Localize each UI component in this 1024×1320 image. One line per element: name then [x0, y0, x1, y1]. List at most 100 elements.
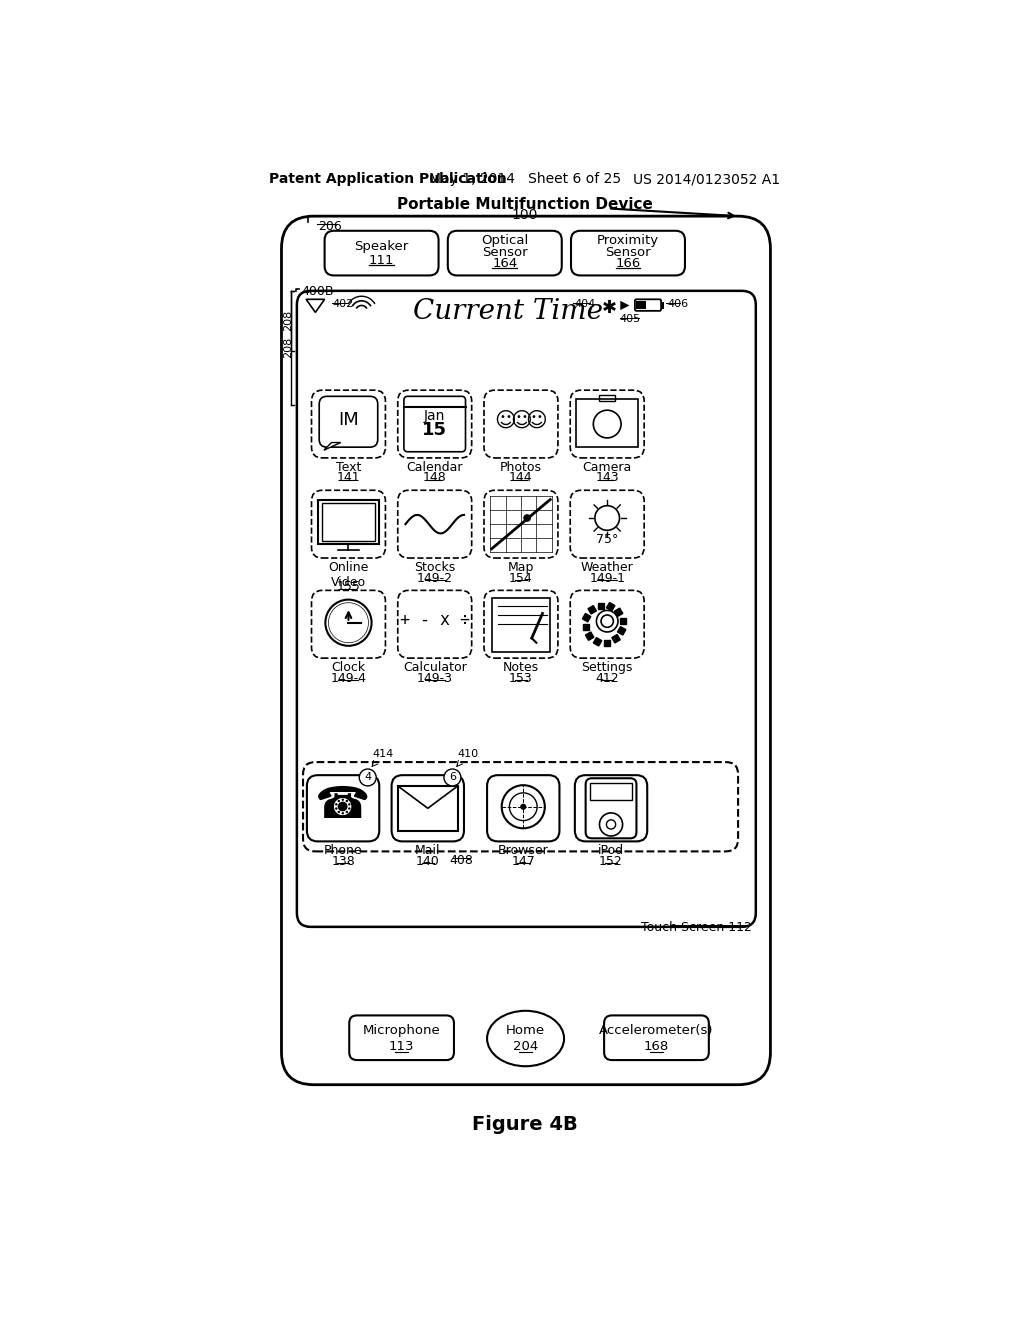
Text: ☺: ☺: [495, 411, 516, 430]
FancyBboxPatch shape: [403, 396, 466, 451]
Text: 405: 405: [618, 314, 640, 323]
Text: Notes: Notes: [503, 661, 539, 675]
Bar: [617, 627, 626, 635]
Text: Optical: Optical: [481, 234, 528, 247]
Text: iPod: iPod: [598, 845, 624, 858]
FancyBboxPatch shape: [635, 300, 662, 312]
Bar: [611, 635, 621, 643]
Circle shape: [596, 610, 617, 632]
Text: Accelerometer(s): Accelerometer(s): [599, 1024, 714, 1038]
Text: 144: 144: [509, 471, 532, 484]
Text: 412: 412: [595, 672, 618, 685]
FancyBboxPatch shape: [484, 490, 558, 558]
FancyBboxPatch shape: [297, 290, 756, 927]
Text: 406: 406: [668, 300, 688, 309]
Bar: [317, 499, 379, 544]
Text: ✱: ✱: [602, 300, 617, 317]
Text: 208: 208: [283, 337, 293, 359]
FancyBboxPatch shape: [311, 590, 385, 659]
Bar: [583, 614, 591, 622]
FancyBboxPatch shape: [325, 231, 438, 276]
Text: 164: 164: [493, 257, 517, 271]
Text: 204: 204: [513, 1040, 539, 1053]
Text: 152: 152: [599, 855, 623, 867]
Circle shape: [359, 770, 376, 785]
Text: 166: 166: [615, 257, 641, 271]
Text: ☎: ☎: [315, 784, 371, 826]
Text: Microphone: Microphone: [362, 1024, 440, 1038]
FancyBboxPatch shape: [574, 775, 647, 841]
Text: Figure 4B: Figure 4B: [472, 1114, 578, 1134]
Text: Map: Map: [508, 561, 535, 574]
Bar: [614, 609, 623, 616]
Text: Calendar: Calendar: [407, 461, 463, 474]
Text: ☺: ☺: [525, 411, 547, 430]
Circle shape: [523, 513, 531, 521]
Text: 404: 404: [574, 300, 595, 309]
FancyBboxPatch shape: [397, 391, 472, 458]
Text: Weather: Weather: [581, 561, 634, 574]
Text: 148: 148: [423, 471, 446, 484]
Bar: [604, 640, 610, 645]
Text: 149-1: 149-1: [589, 572, 626, 585]
Bar: [586, 632, 594, 640]
Bar: [598, 603, 604, 609]
FancyBboxPatch shape: [484, 391, 558, 458]
Text: 410: 410: [457, 748, 478, 759]
Text: 100: 100: [512, 207, 538, 222]
Text: Calculator: Calculator: [402, 661, 467, 675]
Bar: [492, 598, 550, 652]
Text: Camera: Camera: [583, 461, 632, 474]
Bar: [323, 503, 375, 541]
FancyBboxPatch shape: [447, 231, 562, 276]
Text: Patent Application Publication: Patent Application Publication: [269, 173, 507, 186]
Text: Portable Multifunction Device: Portable Multifunction Device: [397, 197, 652, 213]
Text: Photos: Photos: [500, 461, 542, 474]
FancyBboxPatch shape: [571, 231, 685, 276]
Text: Proximity: Proximity: [597, 234, 659, 247]
Polygon shape: [324, 442, 341, 450]
FancyBboxPatch shape: [307, 775, 379, 841]
Text: 15: 15: [422, 421, 447, 440]
Text: Sensor: Sensor: [482, 246, 527, 259]
FancyBboxPatch shape: [391, 775, 464, 841]
Text: 141: 141: [337, 471, 360, 484]
FancyBboxPatch shape: [484, 590, 558, 659]
Text: Phone: Phone: [324, 845, 362, 858]
FancyBboxPatch shape: [349, 1015, 454, 1060]
Text: 138: 138: [331, 855, 355, 867]
Text: 149-2: 149-2: [417, 572, 453, 585]
Text: 143: 143: [595, 471, 618, 484]
Text: 149-4: 149-4: [331, 672, 367, 685]
Bar: [593, 638, 602, 645]
Text: IM: IM: [338, 412, 358, 429]
Bar: [590, 783, 632, 800]
Text: Settings: Settings: [582, 661, 633, 675]
Text: ☺: ☺: [510, 411, 531, 430]
Circle shape: [444, 770, 461, 785]
Text: 113: 113: [389, 1040, 415, 1053]
Text: 111: 111: [369, 255, 394, 268]
Text: US 2014/0123052 A1: US 2014/0123052 A1: [633, 173, 780, 186]
FancyBboxPatch shape: [570, 391, 644, 458]
FancyBboxPatch shape: [319, 396, 378, 447]
Text: Home: Home: [506, 1024, 545, 1038]
Text: 140: 140: [416, 855, 439, 867]
FancyBboxPatch shape: [397, 590, 472, 659]
Text: Browser: Browser: [498, 845, 549, 858]
Text: 208: 208: [283, 310, 293, 331]
Text: 414: 414: [373, 748, 393, 759]
Text: Mail: Mail: [415, 845, 440, 858]
Bar: [606, 602, 614, 611]
Bar: [583, 624, 589, 631]
Text: Online
Video: Online Video: [329, 561, 369, 589]
Text: 155: 155: [337, 581, 360, 594]
Text: Clock: Clock: [332, 661, 366, 675]
Circle shape: [520, 804, 526, 809]
FancyBboxPatch shape: [282, 216, 770, 1085]
Bar: [577, 400, 638, 447]
FancyBboxPatch shape: [487, 775, 559, 841]
Polygon shape: [621, 301, 630, 310]
Text: 147: 147: [511, 855, 536, 867]
FancyBboxPatch shape: [311, 391, 385, 458]
